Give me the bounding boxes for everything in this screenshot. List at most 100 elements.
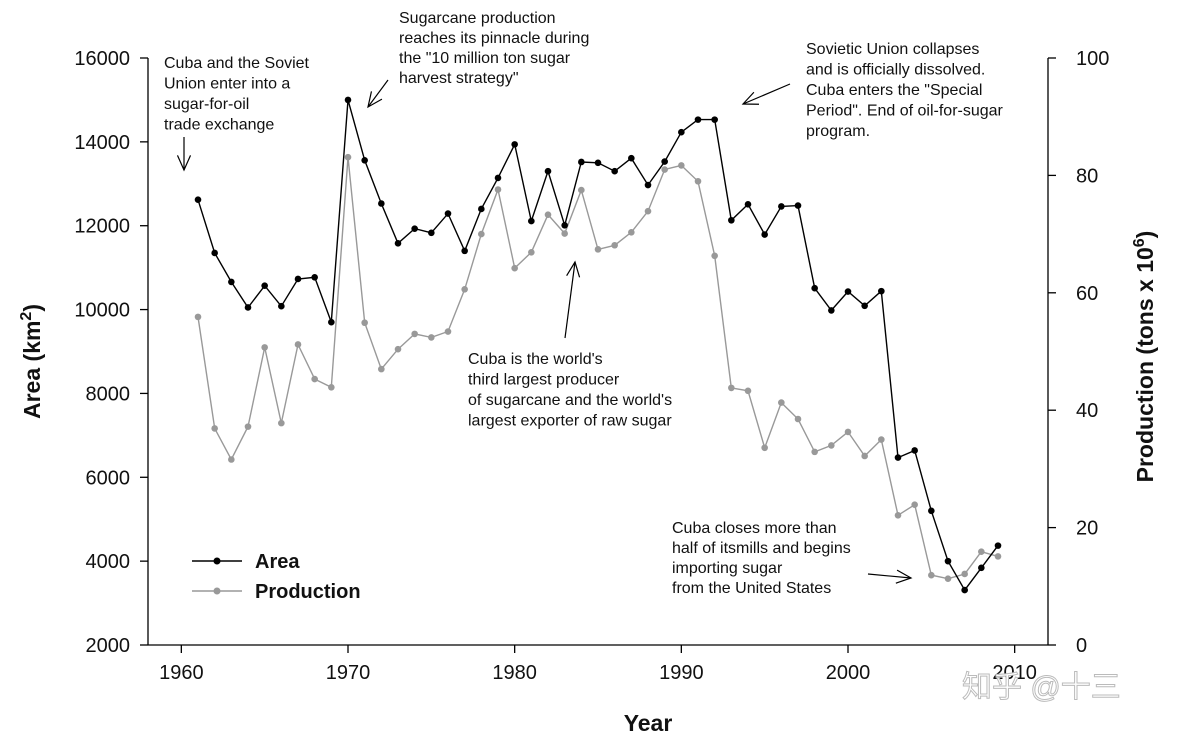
arrow-mills-close-head: [895, 569, 913, 584]
area-point: [461, 247, 468, 255]
y-axis-right-title-base: Production (tons x 10: [1132, 247, 1158, 482]
y-axis-right-title: Production (tons x 106): [1131, 231, 1158, 483]
area-point: [644, 181, 652, 189]
production-point: [778, 399, 785, 406]
production-point: [794, 415, 802, 423]
area-point: [628, 154, 635, 162]
x-tick-label: 1960: [159, 662, 204, 684]
legend-item-area: Area: [192, 551, 300, 573]
production-point: [194, 313, 202, 321]
area-point: [594, 159, 602, 167]
legend-production-marker: [213, 587, 221, 595]
series-area-line: [197, 99, 999, 592]
production-point: [661, 166, 668, 173]
area-point: [278, 302, 285, 310]
production-point: [361, 319, 368, 327]
series-layer: [194, 96, 1002, 594]
annotation-collapse-line: and is officially dissolved.: [806, 62, 985, 79]
annotation-collapse-line: Cuba enters the "Special: [806, 82, 982, 99]
area-point: [928, 507, 935, 515]
annotation-mills-close: Cuba closes more than half of itsmills an…: [672, 520, 851, 597]
area-point: [528, 217, 535, 225]
production-point: [311, 375, 318, 383]
area-point: [661, 158, 668, 165]
annotation-mills-close-line: importing sugar: [672, 560, 783, 577]
y-left-tick-label: 14000: [74, 132, 130, 154]
annotation-mills-close-line: Cuba closes more than: [672, 520, 837, 537]
production-point: [911, 501, 918, 509]
area-point: [861, 302, 868, 310]
annotation-third-largest: Cuba is the world's third largest produce…: [468, 351, 672, 430]
area-point: [761, 231, 768, 238]
legend: Area Production: [192, 551, 361, 603]
area-point: [328, 318, 335, 326]
production-point: [694, 177, 702, 185]
axes: 1960 1970 1980 1990 2000 2010 2000 4000 6000 8000…: [18, 48, 1158, 731]
area-point: [561, 221, 568, 229]
area-point: [744, 201, 752, 208]
area-point: [978, 564, 985, 572]
area-point: [211, 249, 218, 257]
area-point: [894, 454, 902, 461]
legend-area-label: Area: [255, 551, 300, 573]
y-axis-left-title-sup: 2: [18, 312, 35, 321]
legend-production-label: Production: [255, 581, 361, 603]
y-left-tick-label: 4000: [86, 551, 131, 573]
y-right-tick-label: 60: [1076, 283, 1098, 305]
x-axis-title: Year: [624, 710, 673, 731]
x-tick-label: 1970: [326, 662, 371, 684]
production-point: [428, 334, 435, 341]
production-point: [344, 153, 352, 161]
production-point: [844, 428, 852, 436]
production-point: [211, 425, 218, 432]
arrow-mills-close: [867, 569, 913, 584]
production-point: [944, 575, 952, 582]
area-point: [728, 216, 735, 224]
annotation-third-largest-line: largest exporter of raw sugar: [468, 413, 672, 430]
x-tick-label: 2000: [826, 662, 871, 684]
production-point: [928, 571, 935, 579]
y-right-tick-label: 20: [1076, 518, 1098, 540]
production-point: [994, 553, 1002, 560]
arrow-pinnacle-shaft: [367, 79, 389, 108]
arrow-third-largest-shaft: [564, 261, 576, 339]
annotation-soviet-trade-line: Cuba and the Soviet: [164, 55, 310, 72]
y-left-tick-label: 10000: [74, 300, 130, 322]
production-point: [278, 419, 285, 427]
production-point: [978, 548, 985, 555]
area-point: [228, 278, 235, 286]
area-point: [911, 447, 918, 454]
annotation-pinnacle: Sugarcane production reaches its pinnacle…: [399, 10, 589, 87]
x-tick-label: 2010: [992, 662, 1037, 684]
production-point: [394, 345, 402, 353]
area-point: [578, 158, 585, 166]
production-point: [728, 384, 735, 392]
y-left-tick-label: 16000: [74, 48, 130, 70]
y-right-tick-label: 100: [1076, 48, 1109, 70]
production-point: [678, 162, 685, 169]
y-left-tick-label: 8000: [86, 383, 131, 405]
production-point: [478, 230, 485, 238]
legend-area-marker: [213, 557, 221, 565]
area-point: [411, 225, 418, 232]
production-point: [811, 448, 818, 456]
annotation-third-largest-line: of sugarcane and the world's: [468, 392, 672, 409]
annotation-collapse: Sovietic Union collapses and is officiall…: [806, 41, 1004, 140]
annotation-collapse-line: Sovietic Union collapses: [806, 41, 979, 58]
area-point: [778, 203, 785, 210]
production-point: [228, 456, 235, 463]
watermark: 知乎 @十三: [962, 671, 1121, 704]
arrow-third-largest: [564, 260, 581, 339]
production-point: [894, 511, 902, 519]
y-right-tick-label: 0: [1076, 635, 1087, 657]
production-point: [511, 264, 518, 272]
annotation-collapse-line: program.: [806, 123, 870, 140]
series-area: [194, 96, 1002, 594]
arrow-collapse-head: [741, 91, 760, 105]
area-point: [511, 141, 518, 148]
area-point: [878, 287, 885, 295]
production-point: [628, 229, 635, 236]
annotation-pinnacle-line: Sugarcane production: [399, 10, 556, 27]
production-point: [878, 436, 885, 443]
area-point: [811, 284, 818, 292]
